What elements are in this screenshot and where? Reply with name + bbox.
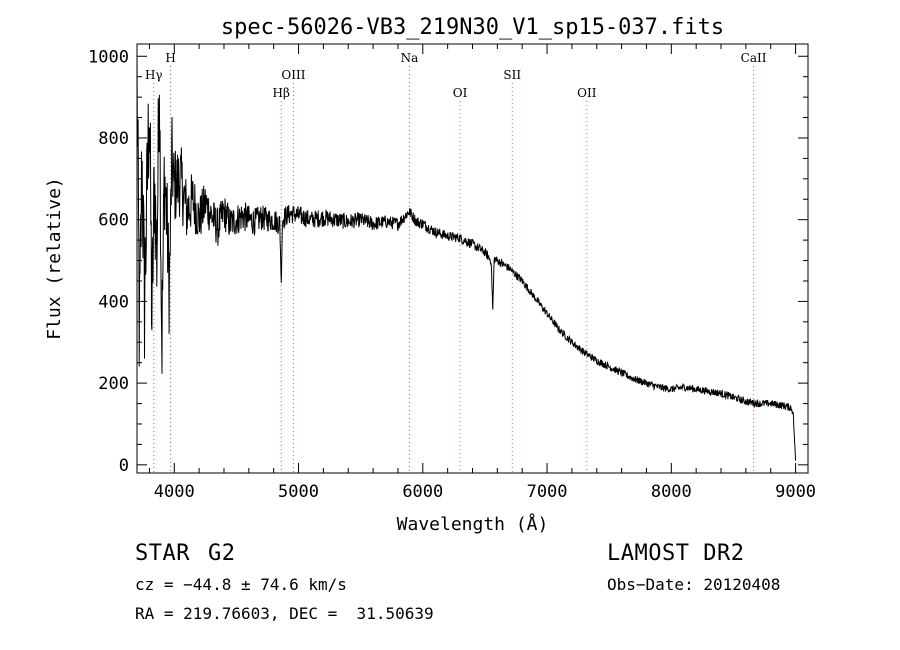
line-label: CaII: [741, 51, 767, 65]
y-tick-label: 800: [98, 129, 129, 149]
line-label: OIII: [281, 68, 305, 82]
plot-frame: [136, 43, 809, 474]
y-tick-label: 0: [119, 456, 129, 476]
coordinates: RA = 219.76603, DEC = 31.50639: [135, 604, 434, 623]
line-label: H: [165, 51, 175, 65]
y-axis-label: Flux (relative): [44, 177, 65, 340]
emission-line-markers: [153, 66, 755, 473]
line-label: OI: [453, 86, 468, 100]
x-tick-label: 9000: [775, 482, 816, 502]
object-type: STAR: [135, 541, 190, 566]
x-tick-label: 8000: [651, 482, 692, 502]
x-tick-label: 4000: [154, 482, 195, 502]
x-axis-label: Wavelength (Å): [397, 513, 549, 535]
y-axis-ticks: 0 200 400 600 800 1000: [88, 47, 808, 476]
x-tick-label: 5000: [278, 482, 319, 502]
line-label: Hβ: [273, 86, 290, 100]
y-tick-label: 1000: [88, 47, 129, 67]
chart-title: spec-56026-VB3_219N30_V1_sp15-037.fits: [221, 15, 724, 40]
line-labels: HγH Hβ OIII Na OI SII OII CaII: [145, 51, 767, 100]
redshift-cz: cz = −44.8 ± 74.6 km/s: [135, 575, 347, 594]
x-axis-ticks: 4000 5000 6000 7000 8000 9000: [148, 44, 816, 502]
y-tick-label: 200: [98, 374, 129, 394]
spectral-subclass: G2: [208, 541, 236, 566]
x-tick-label: 6000: [402, 482, 443, 502]
line-label: SII: [503, 68, 521, 82]
line-label: OII: [577, 86, 597, 100]
spectrum-line: [136, 52, 797, 461]
x-tick-label: 7000: [527, 482, 568, 502]
survey-name: LAMOST DR2: [607, 541, 745, 566]
observation-date: Obs−Date: 20120408: [607, 575, 781, 594]
line-label: Hγ: [145, 68, 163, 82]
y-tick-label: 400: [98, 292, 129, 312]
line-label: Na: [401, 51, 419, 65]
y-tick-label: 600: [98, 211, 129, 231]
